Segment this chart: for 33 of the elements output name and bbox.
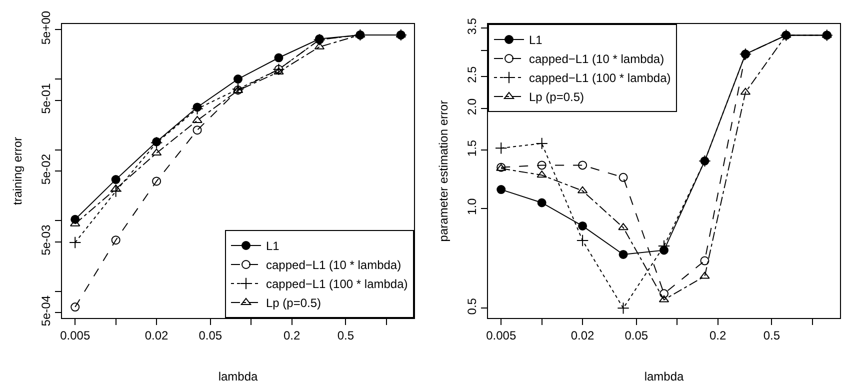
x-tick-label: 0.5 [763, 328, 780, 342]
y-tick-label: 5e-04 [39, 295, 54, 326]
legend-label: capped−L1 (100 * lambda) [529, 71, 671, 86]
x-tick-label: 0.05 [198, 328, 222, 342]
x-tick-label: 0.2 [283, 328, 300, 342]
y-axis-title: parameter estimation error [436, 100, 450, 242]
legend-label: L1 [529, 33, 543, 48]
legend-label: Lp (p=0.5) [529, 90, 584, 104]
y-tick-label: 1.0 [465, 198, 480, 215]
y-tick-label: 5e-03 [39, 224, 54, 256]
x-tick-label: 0.5 [337, 328, 354, 342]
y-tick-label: 1.5 [465, 140, 480, 157]
y-tick-label: 2.0 [465, 98, 480, 116]
x-tick-label: 0.02 [570, 328, 595, 342]
legend-label: capped−L1 (10 * lambda) [529, 52, 664, 66]
y-tick-label: 3.5 [465, 18, 480, 35]
y-tick-label: 5e-02 [39, 154, 54, 185]
x-tick-label: 0.02 [144, 328, 169, 342]
legend-label: capped−L1 (10 * lambda) [266, 258, 402, 272]
x-tick-label: 0.005 [486, 328, 516, 342]
x-tick-label: 0.005 [60, 328, 90, 342]
x-axis-title: lambda [644, 369, 684, 384]
x-axis-title: lambda [218, 369, 258, 384]
legend-label: Lp (p=0.5) [266, 296, 322, 310]
x-tick-label: 0.05 [624, 328, 648, 342]
y-axis-title: training error [10, 136, 24, 206]
y-tick-label: 5e+00 [39, 10, 54, 45]
y-tick-label: 5e-01 [39, 82, 54, 114]
y-tick-label: 2.5 [465, 66, 480, 84]
y-tick-label: 0.5 [465, 298, 480, 315]
legend-label: L1 [266, 239, 280, 254]
legend-label: capped−L1 (100 * lambda) [266, 277, 408, 292]
x-tick-label: 0.2 [709, 328, 726, 342]
